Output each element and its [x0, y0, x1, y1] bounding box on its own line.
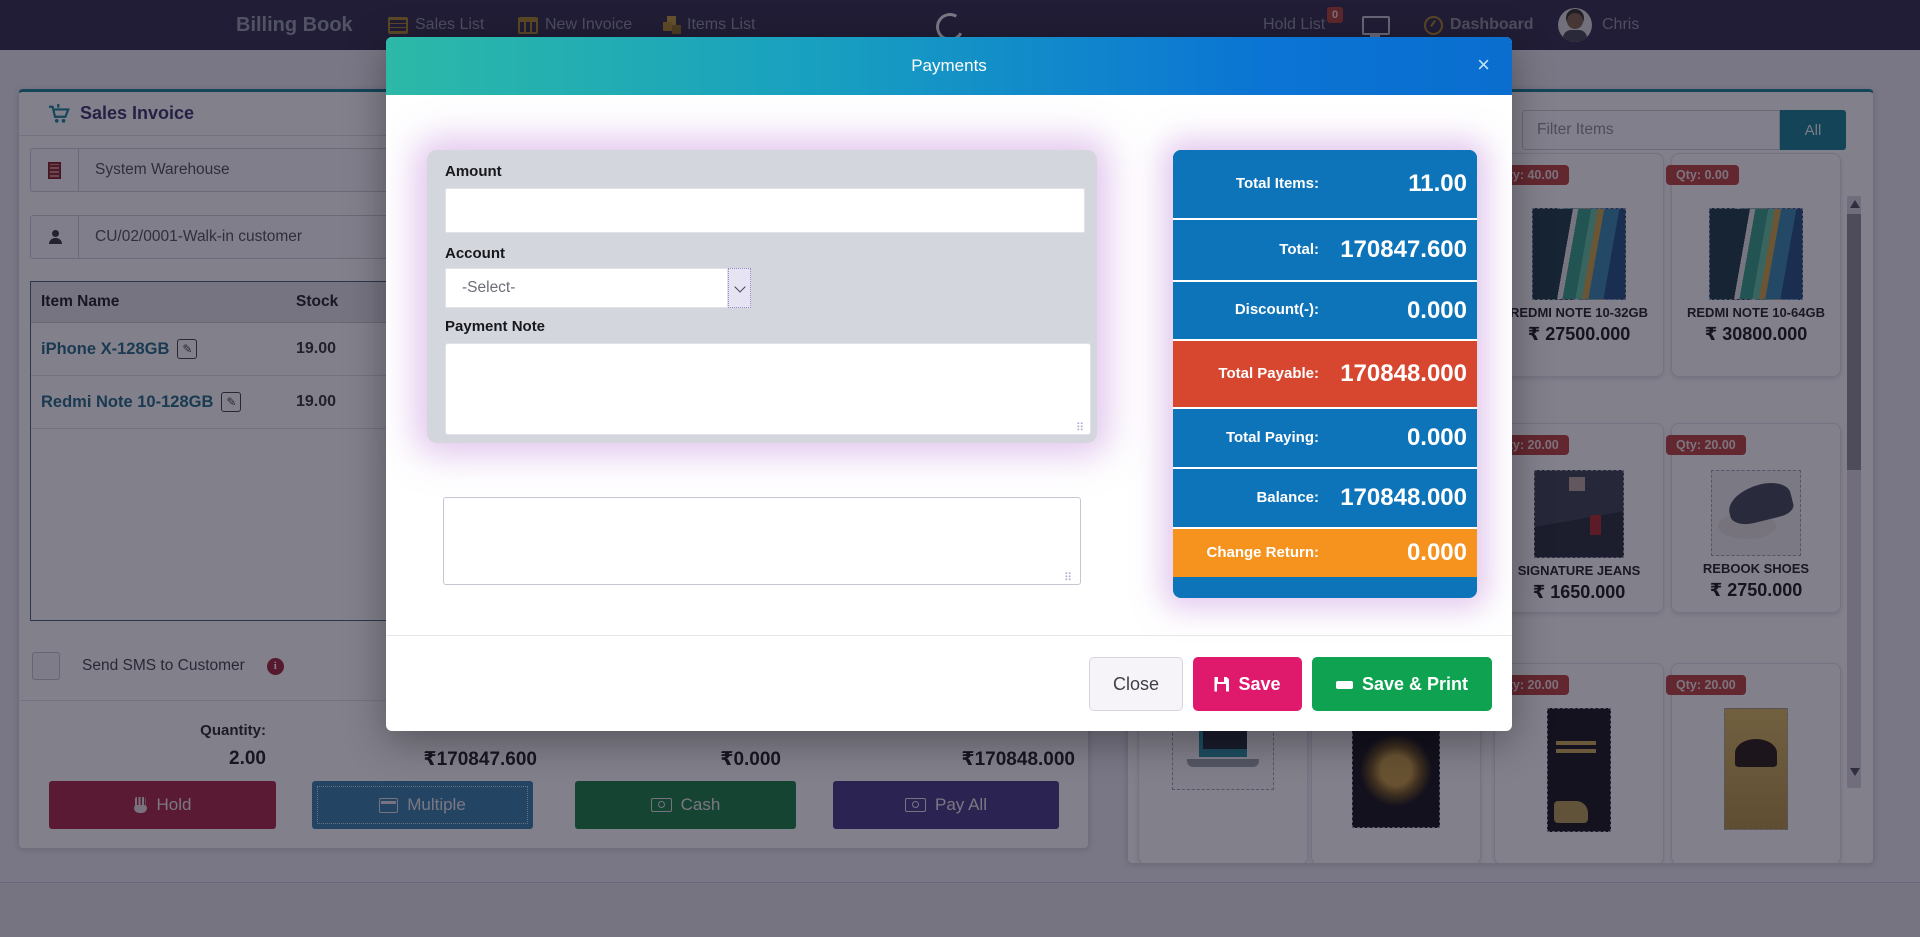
- change-return-row: Change Return: 0.000: [1173, 527, 1477, 577]
- floppy-icon: [1214, 676, 1230, 692]
- amount-input[interactable]: [445, 188, 1085, 233]
- printer-icon: [1335, 676, 1353, 692]
- close-button[interactable]: Close: [1089, 657, 1183, 711]
- extra-note-textarea[interactable]: [443, 497, 1081, 585]
- total-payable-row: Total Payable: 170848.000: [1173, 339, 1477, 407]
- discount-row: Discount(-): 0.000: [1173, 280, 1477, 339]
- balance-row: Balance: 170848.000: [1173, 467, 1477, 527]
- total-items-row: Total Items: 11.00: [1173, 150, 1477, 218]
- total-paying-row: Total Paying: 0.000: [1173, 407, 1477, 467]
- totals-panel: Total Items: 11.00 Total: 170847.600 Dis…: [1173, 150, 1477, 598]
- account-label: Account: [445, 245, 505, 262]
- close-icon[interactable]: ×: [1477, 52, 1490, 77]
- save-button[interactable]: Save: [1193, 657, 1302, 711]
- amount-label: Amount: [445, 163, 502, 180]
- save-and-print-button[interactable]: Save & Print: [1312, 657, 1492, 711]
- payment-note-textarea[interactable]: [445, 343, 1091, 435]
- chevron-down-icon[interactable]: [728, 268, 751, 308]
- modal-header: Payments: [386, 37, 1512, 95]
- modal-title: Payments: [911, 56, 987, 75]
- payment-note-label: Payment Note: [445, 318, 546, 335]
- modal-footer-divider: [386, 635, 1512, 636]
- account-select[interactable]: -Select-: [445, 268, 728, 308]
- total-row: Total: 170847.600: [1173, 218, 1477, 280]
- payments-modal: Payments × Amount Account -Select- Payme…: [386, 37, 1512, 731]
